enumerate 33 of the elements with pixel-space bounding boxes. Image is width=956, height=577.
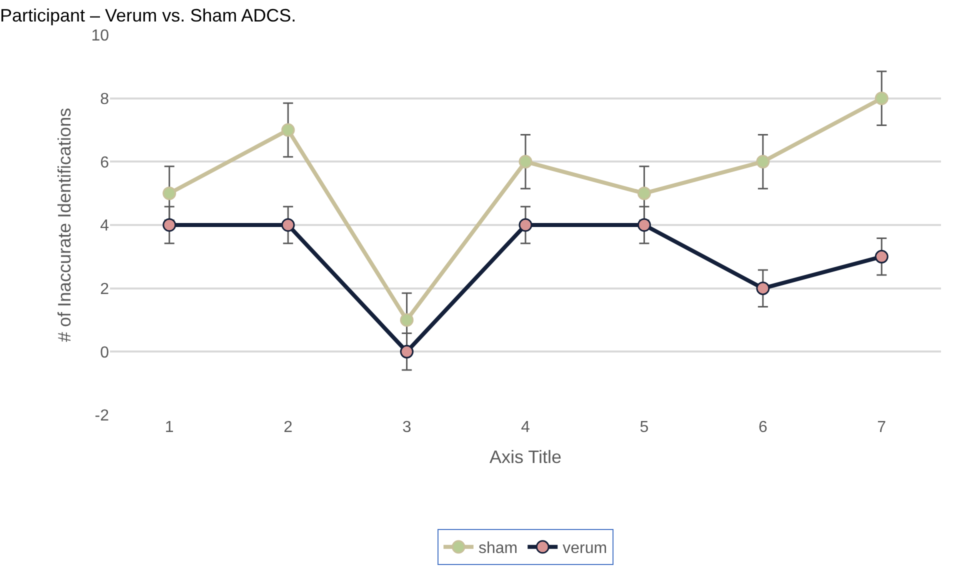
y-tick-label: 6 xyxy=(100,154,110,172)
point xyxy=(637,218,651,232)
point xyxy=(162,218,176,232)
y-tick-label: -2 xyxy=(94,408,110,425)
point xyxy=(400,313,414,327)
y-tick-label: 8 xyxy=(100,90,110,108)
chart-title: Participant – Verum vs. Sham ADCS. xyxy=(0,5,296,26)
y-tick-label: 10 xyxy=(91,28,110,45)
x-tick-label: 1 xyxy=(164,419,174,436)
x-tick-label: 3 xyxy=(402,419,412,436)
point xyxy=(518,218,532,232)
point xyxy=(281,123,295,137)
x-tick-label: 4 xyxy=(521,419,530,436)
x-axis-title: Axis Title xyxy=(489,447,562,468)
y-axis-title: # of Inaccurate Identifications xyxy=(54,108,74,342)
point xyxy=(518,154,532,168)
point xyxy=(281,218,295,232)
y-tick-label: 2 xyxy=(100,280,110,298)
point xyxy=(162,186,176,200)
y-tick-label: 0 xyxy=(100,344,110,362)
point xyxy=(756,154,770,168)
x-tick-label: 7 xyxy=(877,419,886,436)
x-tick-label: 2 xyxy=(284,419,293,436)
legend-label: sham xyxy=(478,540,518,558)
point xyxy=(637,186,651,200)
point xyxy=(874,92,888,106)
x-tick-label: 6 xyxy=(758,419,768,436)
point xyxy=(874,250,888,264)
legend-label: verum xyxy=(562,540,608,558)
point xyxy=(400,344,414,358)
point xyxy=(756,282,770,296)
x-tick-label: 5 xyxy=(640,419,649,436)
y-tick-label: 4 xyxy=(100,218,110,235)
